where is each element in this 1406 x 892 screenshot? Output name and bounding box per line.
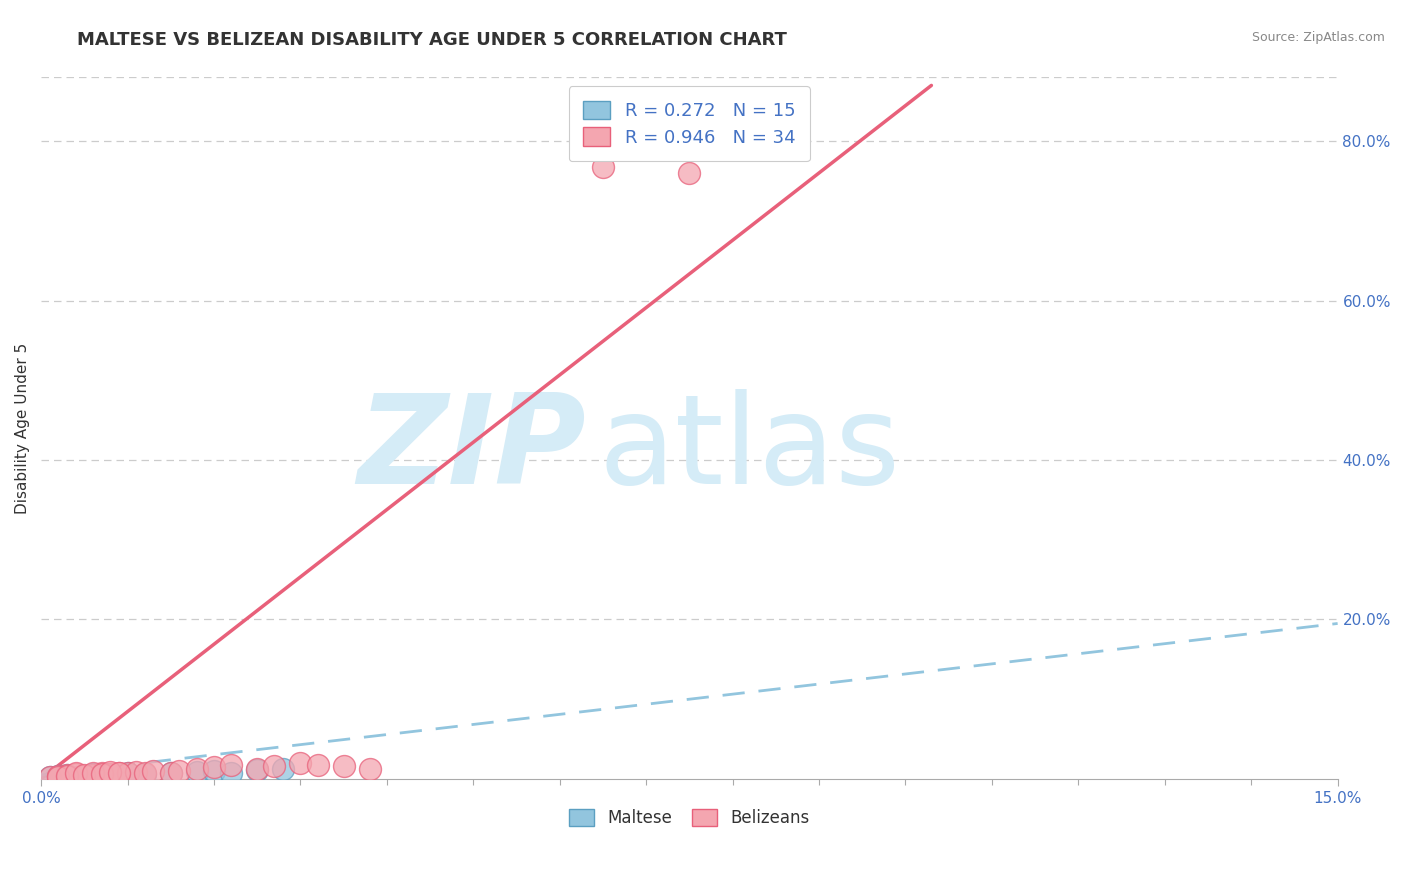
Point [202,760,225,774]
Point [159,765,181,780]
Point [56,768,79,782]
Point [332,759,354,773]
Point [290,756,312,770]
Point [678,166,700,180]
Text: MALTESE VS BELIZEAN DISABILITY AGE UNDER 5 CORRELATION CHART: MALTESE VS BELIZEAN DISABILITY AGE UNDER… [77,31,787,49]
Point [134,767,156,781]
Legend: Maltese, Belizeans: Maltese, Belizeans [562,802,817,834]
Point [48,769,70,783]
Point [186,764,208,779]
Point [73,769,96,783]
Point [246,762,269,776]
Point [108,766,131,780]
Point [117,766,139,780]
Point [98,767,121,781]
Point [38,770,60,784]
Text: Source: ZipAtlas.com: Source: ZipAtlas.com [1251,31,1385,45]
Point [48,770,70,784]
Point [108,765,131,780]
Point [82,768,104,782]
Point [82,765,104,780]
Point [359,763,381,777]
Point [271,763,294,777]
Point [98,764,121,779]
Point [56,768,79,782]
Point [65,770,87,784]
Point [246,763,269,777]
Point [73,768,96,782]
Point [117,766,139,780]
Point [219,765,242,780]
Point [186,763,208,777]
Point [219,757,242,772]
Point [73,769,96,783]
Point [142,764,165,778]
Point [134,765,156,780]
Point [592,160,614,174]
Text: atlas: atlas [599,389,901,509]
Point [90,767,112,781]
Point [159,765,181,780]
Point [48,769,70,783]
Point [125,764,148,779]
Point [307,758,329,772]
Point [38,770,60,784]
Point [98,768,121,782]
Point [56,769,79,783]
Point [263,759,285,773]
Point [90,766,112,780]
Text: ZIP: ZIP [357,389,586,509]
Point [65,767,87,781]
Point [82,767,104,781]
Y-axis label: Disability Age Under 5: Disability Age Under 5 [15,343,30,514]
Point [202,764,225,778]
Point [169,764,191,778]
Point [65,766,87,780]
